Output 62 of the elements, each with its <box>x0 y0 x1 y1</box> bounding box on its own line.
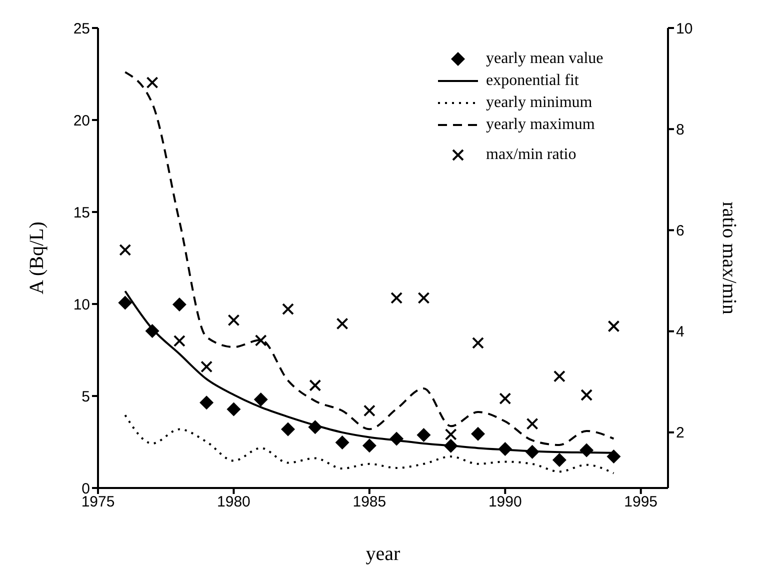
point <box>525 444 540 459</box>
point <box>444 438 458 453</box>
point <box>580 443 594 458</box>
line-series <box>124 414 615 474</box>
point <box>282 303 294 316</box>
point <box>254 334 267 346</box>
legend-label: yearly maximum <box>486 115 595 135</box>
point <box>172 298 186 312</box>
point <box>499 392 512 405</box>
point <box>416 428 431 442</box>
point <box>336 318 348 330</box>
point <box>118 296 132 310</box>
point <box>200 360 213 373</box>
y2-tick-label: 2 <box>676 424 684 442</box>
x-axis-title: year <box>366 543 401 565</box>
point <box>335 436 350 450</box>
point <box>281 422 295 436</box>
y2-tick-label: 4 <box>676 324 684 341</box>
point <box>309 379 322 392</box>
point <box>228 314 240 326</box>
y-tick-label: 20 <box>73 112 90 130</box>
point <box>254 392 268 406</box>
y2-tick-label: 6 <box>676 222 684 240</box>
point <box>119 244 132 256</box>
point <box>606 450 621 464</box>
legend-label: max/min ratio <box>486 145 576 165</box>
legend-label: exponential fit <box>486 71 579 91</box>
point <box>444 428 457 440</box>
point <box>580 388 593 401</box>
point <box>363 404 376 417</box>
point <box>390 292 403 304</box>
y-tick-label: 10 <box>73 296 90 314</box>
point <box>308 420 322 434</box>
point <box>418 292 430 304</box>
point <box>608 320 620 332</box>
point <box>173 334 186 347</box>
y-tick-label: 15 <box>73 204 90 222</box>
point <box>146 76 158 89</box>
point <box>552 453 566 468</box>
point <box>200 396 214 410</box>
point <box>145 324 160 338</box>
x-tick-label: 1995 <box>624 494 658 511</box>
y2-axis-title: ratio max/min <box>718 202 740 314</box>
y-tick-label: 5 <box>82 388 90 406</box>
point <box>526 418 538 430</box>
legend-label: yearly mean value <box>486 49 604 69</box>
point <box>390 432 404 446</box>
point <box>471 426 485 441</box>
y2-tick-label: 10 <box>676 20 693 38</box>
point <box>498 442 512 456</box>
point <box>362 438 376 453</box>
y-axis-title: A (Bq/L) <box>26 222 48 294</box>
point <box>226 402 241 416</box>
y-tick-label: 25 <box>73 20 90 38</box>
legend-label: yearly minimum <box>486 93 592 113</box>
x-tick-label: 1990 <box>488 494 522 511</box>
x-tick-label: 1980 <box>217 494 250 511</box>
y2-tick-label: 8 <box>676 121 684 138</box>
x-tick-label: 1985 <box>352 494 386 511</box>
line-series <box>124 71 615 446</box>
point <box>553 370 566 382</box>
point <box>472 336 484 349</box>
